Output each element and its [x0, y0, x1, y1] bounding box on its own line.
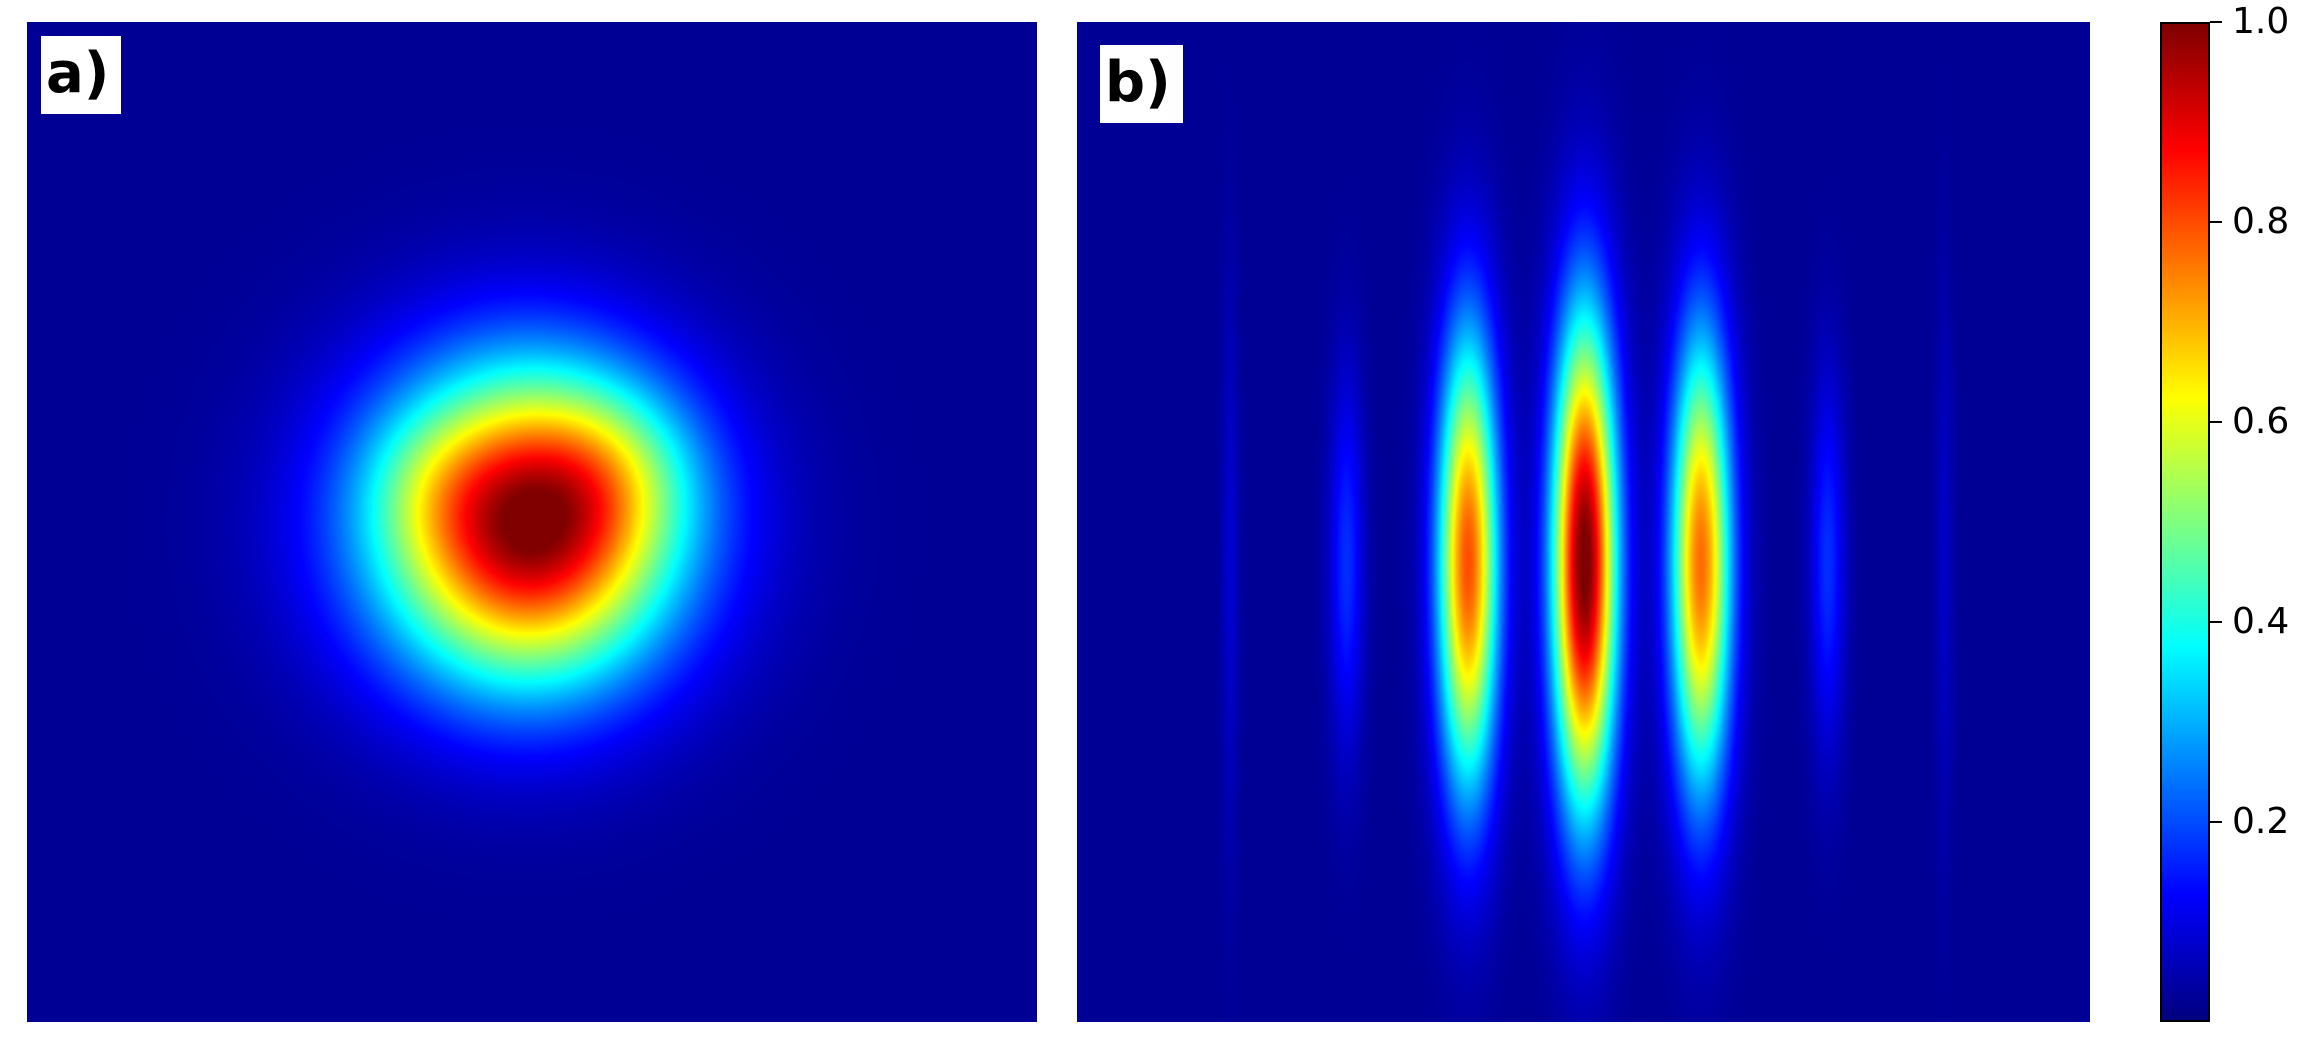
- colorbar-tick: [2210, 621, 2222, 623]
- colorbar: [2160, 22, 2210, 1022]
- heatmap-b-image: [1077, 22, 2090, 1022]
- colorbar-tick: [2210, 221, 2222, 223]
- colorbar-tick: [2210, 421, 2222, 423]
- colorbar-tick-label: 0.6: [2232, 401, 2290, 442]
- heatmap-a-image: [27, 22, 1037, 1022]
- colorbar-tick-label: 1.0: [2232, 1, 2290, 42]
- colorbar-tick-label: 0.8: [2232, 201, 2290, 242]
- colorbar-tick: [2210, 21, 2222, 23]
- colorbar-tick-label: 0.4: [2232, 601, 2290, 642]
- panel-label-a: a): [41, 36, 122, 114]
- heatmap-panel-b: b): [1077, 22, 2090, 1022]
- colorbar-tick: [2210, 821, 2222, 823]
- panel-label-b: b): [1100, 45, 1183, 123]
- colorbar-tick-label: 0.2: [2232, 801, 2290, 842]
- heatmap-panel-a: a): [27, 22, 1037, 1022]
- colorbar-axis: 1.0 0.8 0.6 0.4 0.2: [2160, 4, 2324, 1022]
